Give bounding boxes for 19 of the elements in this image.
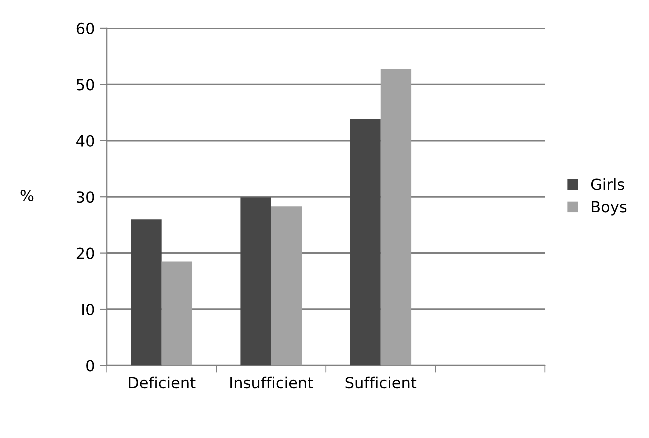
bar — [380, 70, 412, 366]
y-tick-label: 30 — [77, 192, 94, 204]
x-tick-label: Sufficient — [346, 376, 417, 389]
legend-label: Boys — [592, 201, 627, 216]
y-tick-label: I0 — [82, 304, 94, 316]
bar — [131, 220, 162, 366]
y-tick-label: 40 — [76, 135, 94, 147]
bar — [240, 198, 272, 366]
x-tick-label: Insufficient — [230, 376, 314, 389]
y-axis-title: % — [20, 190, 34, 202]
y-tick-label: 50 — [77, 79, 94, 91]
legend-label: Girls — [591, 178, 624, 190]
bar — [350, 120, 381, 366]
y-tick-label: 20 — [76, 248, 94, 260]
y-tick-label: 60 — [76, 22, 94, 34]
bar — [162, 262, 193, 366]
y-tick-label: 0 — [86, 360, 94, 372]
bar — [271, 206, 302, 366]
x-tick-label: Deficient — [129, 376, 196, 389]
